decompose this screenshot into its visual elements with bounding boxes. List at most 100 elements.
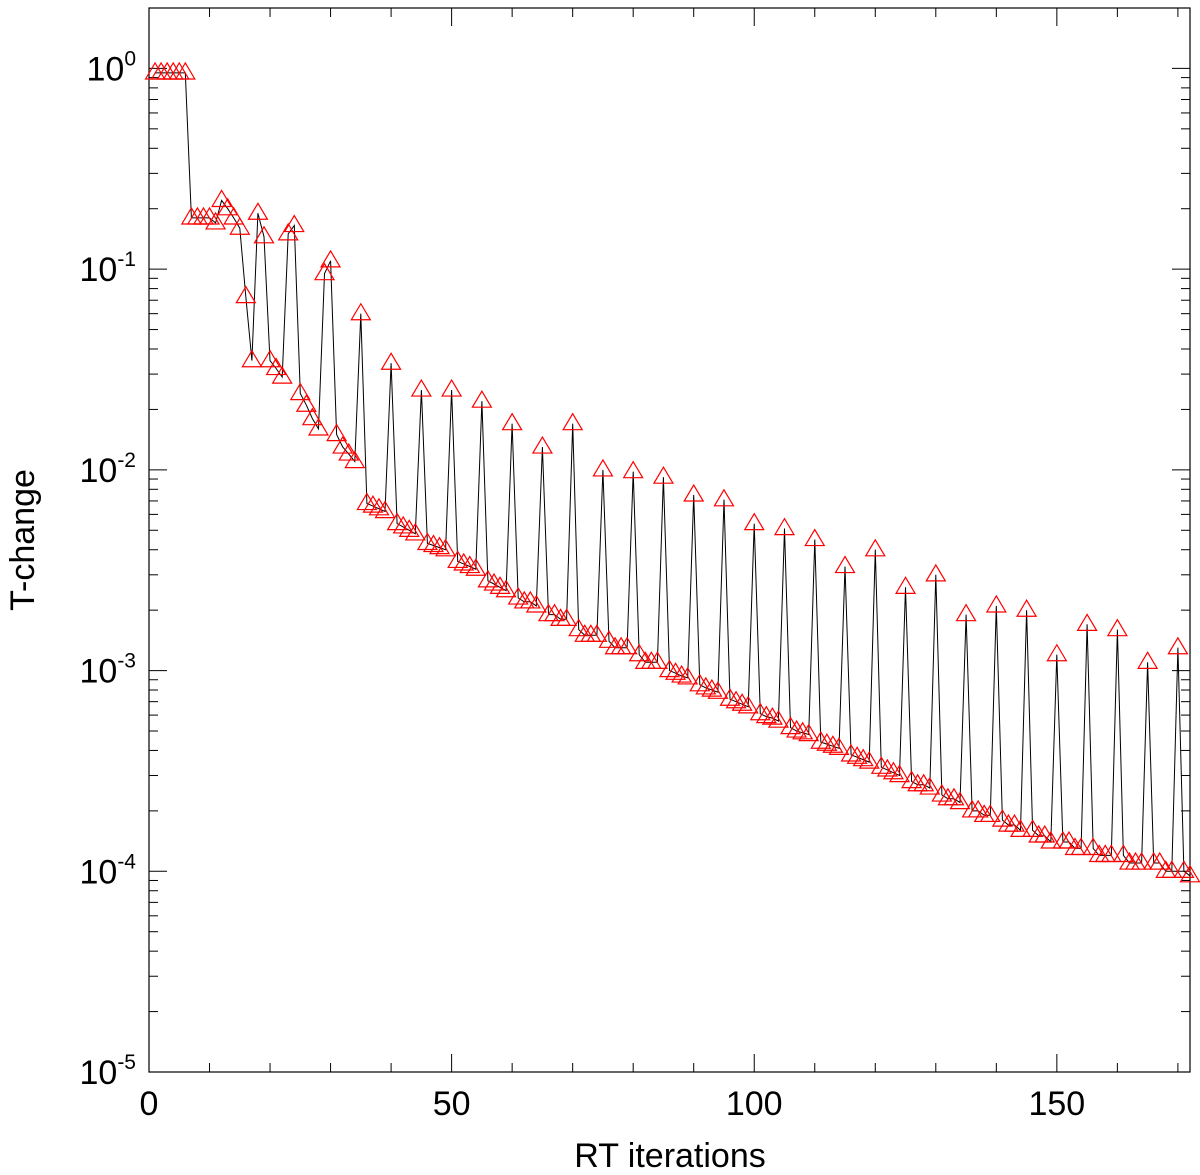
data-point (211, 189, 233, 208)
data-point (888, 764, 911, 783)
y-axis-label: T-change (4, 469, 42, 611)
y-tick-base: 10 (79, 853, 117, 891)
data-point (217, 197, 239, 216)
y-tick-base: 10 (79, 452, 117, 490)
data-point (422, 534, 445, 553)
data-point (477, 569, 499, 588)
y-tick-exponent: 0 (124, 47, 136, 70)
data-point (174, 61, 196, 80)
data-point (398, 519, 420, 537)
data-point (671, 664, 693, 683)
data-point (894, 576, 917, 594)
data-point (507, 586, 529, 605)
data-point (882, 761, 904, 780)
data-point (616, 636, 638, 655)
data-point (683, 483, 705, 502)
y-tick-exponent: -2 (117, 449, 136, 472)
y-tick-exponent: -1 (117, 248, 136, 271)
data-point (465, 558, 487, 576)
data-point (235, 285, 257, 304)
series-line (155, 72, 1191, 877)
data-point (913, 773, 935, 792)
data-point (404, 522, 426, 541)
data-point (658, 659, 681, 678)
data-point (562, 412, 584, 431)
data-point (386, 512, 408, 531)
data-point (858, 750, 880, 769)
data-point (495, 579, 517, 598)
data-point (519, 590, 541, 609)
data-point (677, 666, 699, 685)
data-point (362, 494, 384, 513)
data-point (786, 719, 808, 738)
data-point (1040, 830, 1062, 849)
plot-border (148, 7, 1191, 1073)
data-point (779, 716, 802, 735)
data-point (949, 791, 971, 810)
data-point (447, 550, 469, 569)
data-point (1179, 864, 1200, 883)
plot-frame (148, 7, 1191, 1073)
data-point (556, 608, 578, 627)
data-point (1173, 860, 1195, 878)
y-tick-label: 10-3 (79, 650, 136, 691)
data-point (622, 460, 644, 479)
data-point (241, 349, 263, 368)
data-point (368, 497, 390, 516)
data-point (870, 756, 892, 774)
x-tick-label: 150 (1028, 1085, 1085, 1123)
data-point (459, 555, 481, 574)
data-point (1070, 837, 1092, 856)
data-point (531, 435, 553, 454)
data-point (798, 723, 820, 742)
data-point (604, 636, 626, 655)
data-point (441, 378, 463, 397)
data-point (816, 733, 838, 751)
data-point (253, 225, 275, 244)
data-point (731, 693, 753, 711)
data-point (1076, 613, 1098, 631)
data-point (259, 349, 281, 368)
series-markers (144, 61, 1200, 883)
data-point (295, 394, 317, 412)
data-point (761, 706, 783, 725)
data-point (792, 721, 814, 740)
data-point (1028, 824, 1050, 843)
data-point (1100, 844, 1122, 863)
data-point (471, 390, 493, 408)
data-point (901, 770, 923, 789)
data-point (313, 262, 336, 281)
data-point (350, 302, 372, 321)
data-point (356, 492, 378, 511)
data-point (755, 705, 777, 724)
data-point (410, 378, 432, 397)
data-point (150, 61, 172, 80)
y-tick-exponent: -5 (117, 1051, 136, 1074)
data-point (525, 594, 547, 613)
data-point (289, 382, 311, 401)
data-point (695, 676, 717, 695)
data-point (864, 538, 886, 557)
data-point (822, 735, 844, 753)
data-point (1009, 819, 1032, 837)
data-point (810, 731, 832, 749)
y-tick-label: 10-2 (79, 449, 136, 490)
data-point (646, 651, 668, 669)
y-tick-base: 10 (79, 1054, 117, 1092)
data-point (1131, 851, 1153, 870)
data-point (1167, 636, 1189, 655)
data-point (1106, 618, 1128, 637)
y-tick-exponent: -4 (117, 850, 136, 873)
x-axis-label: RT iterations (574, 1137, 766, 1175)
data-point (979, 804, 1001, 823)
data-point (701, 678, 723, 697)
x-tick-label: 0 (140, 1085, 159, 1123)
data-point (162, 61, 184, 80)
data-point (574, 624, 596, 642)
data-point (1161, 860, 1183, 878)
y-tick-exponent: -3 (117, 650, 136, 673)
data-point (967, 799, 989, 818)
series-polyline (155, 72, 1191, 877)
